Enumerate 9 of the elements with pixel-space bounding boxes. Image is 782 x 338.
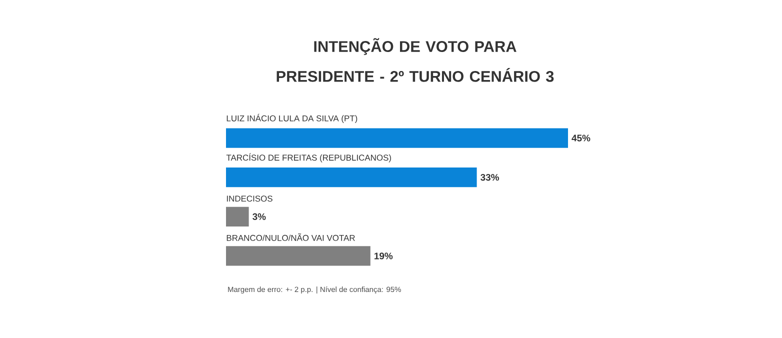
data-label: 45% [572, 134, 590, 142]
data-label: 3% [252, 213, 266, 220]
data-label: 33% [480, 174, 500, 181]
y-tick-label: BRANCO/NULO/NÃO VAI VOTAR [226, 233, 355, 241]
y-tick-label: LUIZ INÁCIO LULA DA SILVA (PT) [226, 114, 358, 124]
y-tick-label: INDECISOS [226, 196, 272, 202]
y-tick-label: TARCÍSIO DE FREITAS (REPUBLICANOS) [226, 153, 391, 162]
data-label: 19% [374, 252, 393, 260]
chart-title: INTENÇÃO DE VOTO PARA PRESIDENTE - 2º TURNO CENÁRIO 3 [276, 38, 554, 82]
